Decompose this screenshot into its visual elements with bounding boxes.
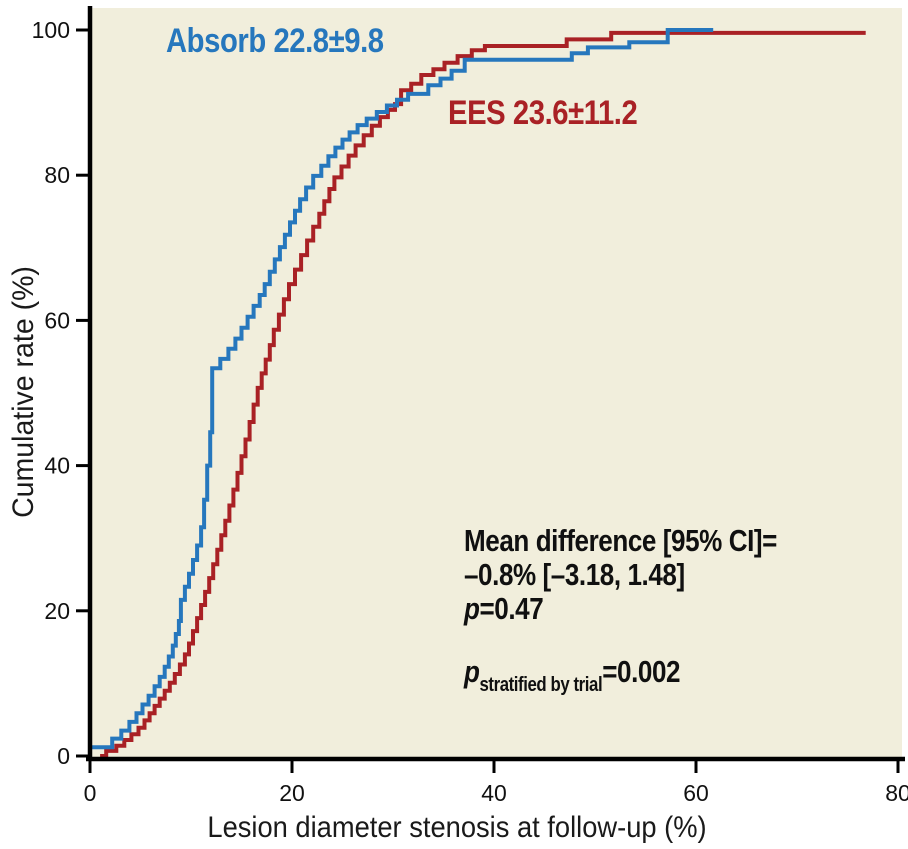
series-ees-curve xyxy=(100,30,866,758)
ees-series-label: EES 23.6±11.2 xyxy=(448,94,638,132)
x-tick-label-60: 60 xyxy=(683,780,709,806)
x-tick-label-0: 0 xyxy=(84,780,97,806)
y-tick-label-60: 60 xyxy=(44,307,70,333)
x-tick-label-20: 20 xyxy=(279,780,305,806)
absorb-series-label: Absorb 22.8±9.8 xyxy=(166,22,384,60)
p-stratified-subscript: stratified by trial xyxy=(479,674,603,696)
y-tick-label-80: 80 xyxy=(44,162,70,188)
p-stratified-symbol: p xyxy=(464,654,480,689)
p-value-line: p=0.47 xyxy=(464,592,777,626)
y-tick-label-100: 100 xyxy=(32,17,70,43)
x-tick-label-80: 80 xyxy=(885,780,908,806)
x-tick-label-40: 40 xyxy=(481,780,507,806)
y-tick-label-20: 20 xyxy=(44,598,70,624)
p-value: =0.47 xyxy=(479,591,544,626)
y-axis-title: Cumulative rate (%) xyxy=(7,266,40,518)
series-absorb-curve xyxy=(90,28,714,750)
mean-difference-line1: Mean difference [95% CI]= xyxy=(464,523,777,558)
mean-difference-line2: –0.8% [–3.18, 1.48] xyxy=(464,557,685,592)
p-stratified-line: pstratified by trial=0.002 xyxy=(464,654,777,697)
p-stratified-value: =0.002 xyxy=(602,654,681,689)
y-tick-label-40: 40 xyxy=(44,453,70,479)
x-axis-title: Lesion diameter stenosis at follow-up (%… xyxy=(207,811,707,844)
plot-area-background xyxy=(92,8,902,757)
p-symbol: p xyxy=(464,591,480,626)
y-tick-label-0: 0 xyxy=(57,743,70,769)
stats-annotation: Mean difference [95% CI]= –0.8% [–3.18, … xyxy=(464,523,777,697)
